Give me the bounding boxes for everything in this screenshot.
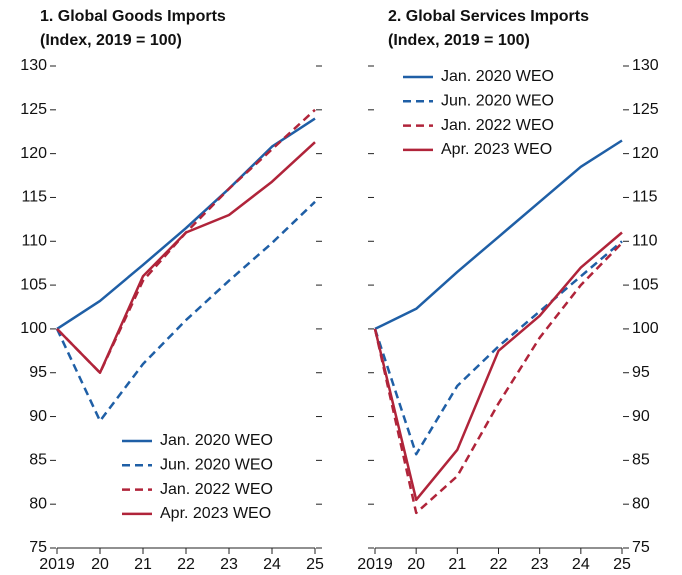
y-tick-label: 95 — [632, 364, 650, 381]
y-tick-label: 100 — [20, 320, 47, 337]
y-tick-label: 85 — [29, 452, 47, 469]
chart-subtitle: (Index, 2019 = 100) — [40, 32, 182, 49]
legend-label: Jun. 2020 WEO — [160, 457, 273, 474]
legend-label: Jan. 2022 WEO — [441, 117, 554, 134]
legend-label: Jun. 2020 WEO — [441, 93, 554, 110]
y-tick-label: 80 — [29, 495, 47, 512]
x-tick-label: 20 — [91, 556, 109, 573]
y-tick-label: 80 — [632, 495, 650, 512]
y-tick-label: 110 — [21, 232, 47, 249]
y-tick-label: 90 — [29, 408, 47, 425]
x-tick-label: 22 — [177, 556, 195, 573]
x-tick-label: 24 — [572, 556, 590, 573]
x-tick-label: 2019 — [39, 556, 75, 573]
x-tick-label: 25 — [306, 556, 324, 573]
x-tick-label: 23 — [220, 556, 238, 573]
chart-title: 2. Global Services Imports — [388, 8, 589, 25]
line-series — [55, 200, 316, 423]
y-tick-label: 105 — [632, 276, 659, 293]
line-series — [373, 231, 623, 502]
y-tick-label: 105 — [20, 276, 47, 293]
y-tick-label: 125 — [20, 101, 47, 118]
x-tick-label: 24 — [263, 556, 281, 573]
y-tick-label: 130 — [632, 57, 659, 74]
legend-label: Jan. 2022 WEO — [160, 481, 273, 498]
y-tick-label: 100 — [632, 320, 659, 337]
x-tick-label: 25 — [613, 556, 631, 573]
chart-subtitle: (Index, 2019 = 100) — [388, 32, 530, 49]
y-tick-label: 95 — [29, 364, 47, 381]
line-series — [56, 141, 316, 374]
y-tick-label: 115 — [632, 189, 658, 206]
x-tick-label: 23 — [531, 556, 549, 573]
legend-label: Jan. 2020 WEO — [441, 68, 554, 85]
y-tick-label: 110 — [632, 232, 658, 249]
chart-title: 1. Global Goods Imports — [40, 8, 226, 25]
y-tick-label: 75 — [632, 539, 650, 556]
y-tick-label: 125 — [632, 101, 659, 118]
x-tick-label: 21 — [448, 556, 466, 573]
y-tick-label: 85 — [632, 452, 650, 469]
y-tick-label: 130 — [20, 57, 47, 74]
line-series — [56, 117, 316, 330]
y-tick-label: 120 — [632, 145, 659, 162]
y-tick-label: 90 — [632, 408, 650, 425]
line-series — [56, 108, 316, 374]
legend-label: Jan. 2020 WEO — [160, 432, 273, 449]
line-series — [373, 242, 623, 515]
line-series — [374, 139, 623, 331]
line-series — [373, 240, 623, 456]
y-tick-label: 75 — [29, 539, 47, 556]
y-tick-label: 115 — [21, 189, 47, 206]
x-tick-label: 2019 — [357, 556, 393, 573]
x-tick-label: 21 — [134, 556, 152, 573]
x-tick-label: 20 — [407, 556, 425, 573]
y-tick-label: 120 — [20, 145, 47, 162]
x-tick-label: 22 — [490, 556, 508, 573]
legend-label: Apr. 2023 WEO — [441, 141, 552, 158]
legend-label: Apr. 2023 WEO — [160, 505, 271, 522]
